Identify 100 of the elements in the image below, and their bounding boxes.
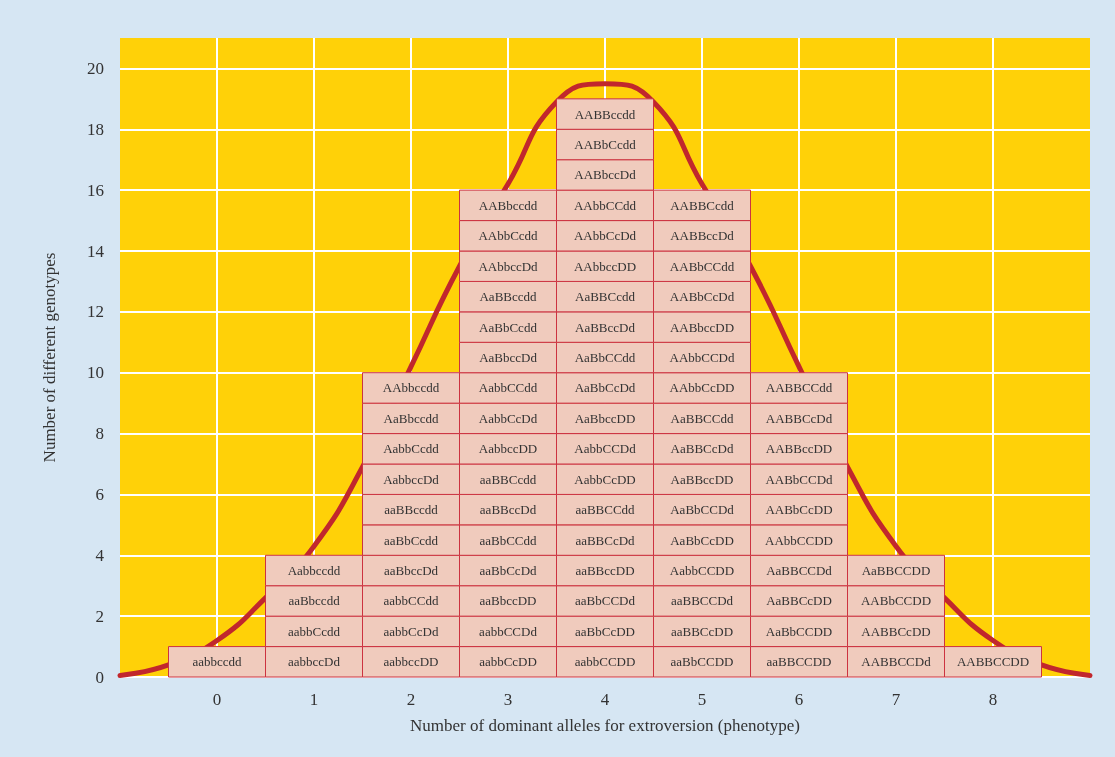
x-tick-label: 7 — [891, 690, 901, 709]
y-tick-label: 16 — [87, 180, 104, 200]
y-tick-label: 4 — [95, 545, 105, 565]
data-label: AaBBCcDd — [670, 441, 734, 457]
data-label: AaBbCcdd — [479, 319, 538, 335]
data-label: AAbbCcDD — [669, 380, 735, 396]
data-label: aabbCCDd — [479, 623, 538, 639]
x-tick-label: 2 — [406, 690, 416, 709]
data-label: aaBbCcDD — [575, 623, 635, 639]
data-label: AABBCcDD — [861, 623, 931, 639]
data-label: AABbCCDd — [765, 471, 834, 487]
data-label: aabbCcdd — [288, 623, 341, 639]
data-label: aaBBCcDD — [670, 623, 734, 639]
data-label: AaBBCCdd — [670, 410, 734, 426]
y-tick-label: 8 — [95, 424, 104, 444]
data-label: AABBCCDd — [861, 654, 932, 670]
y-tick-label: 14 — [87, 241, 105, 261]
data-label: aaBBCCDd — [670, 593, 734, 609]
data-label: aabbccdd — [192, 654, 243, 670]
data-label: AABBccDD — [765, 441, 833, 457]
data-label: AABbccdd — [478, 197, 538, 213]
data-label: aaBbCcdd — [383, 532, 439, 548]
data-label: AAbbccDD — [573, 258, 637, 274]
y-axis-title: Number of different genotypes — [40, 252, 59, 463]
data-label: aaBbCCDD — [670, 654, 734, 670]
data-label: AabbccDD — [478, 441, 538, 457]
data-label: aaBbccDd — [383, 563, 439, 578]
data-label: AABBccdd — [574, 106, 636, 122]
y-tick-label: 6 — [95, 484, 104, 504]
data-label: AABbCcdd — [574, 137, 637, 152]
data-label: AABBCcDd — [765, 410, 833, 426]
y-tick-label: 18 — [87, 119, 104, 139]
data-label: AABbCcDd — [669, 289, 735, 305]
data-label: AabbCcdd — [383, 441, 440, 457]
data-label: aaBBccDD — [575, 563, 635, 578]
data-label: aaBbCCDd — [575, 593, 636, 609]
data-label: aaBBCcdd — [479, 471, 537, 487]
data-label: AABBccDd — [670, 228, 735, 244]
data-label: aaBBccDd — [479, 502, 537, 518]
data-label: AaBBccDD — [670, 471, 734, 487]
data-label: AAbbCcDd — [573, 228, 637, 244]
data-label: AaBbccDD — [574, 410, 636, 426]
data-label: AaBBccdd — [479, 289, 538, 305]
x-tick-label: 8 — [988, 690, 998, 709]
y-tick-label: 12 — [87, 302, 104, 322]
data-label: aabbccDD — [383, 654, 439, 670]
y-tick-label: 2 — [95, 606, 104, 626]
data-label: AaBbCcDd — [574, 380, 636, 396]
data-label: AabbCCDD — [669, 563, 735, 578]
data-label: aaBBCcDd — [575, 532, 636, 548]
data-label: AaBbccDd — [479, 350, 538, 365]
data-label: aabbCcDd — [383, 623, 439, 639]
data-label: AaBbCCdd — [574, 350, 636, 365]
x-tick-label: 4 — [600, 690, 610, 709]
data-label: aaBbCCdd — [479, 532, 538, 548]
x-tick-label: 5 — [697, 690, 707, 709]
data-label: AABBCCdd — [765, 380, 833, 396]
x-tick-label: 6 — [794, 690, 804, 709]
x-tick-label: 0 — [212, 690, 222, 709]
data-label: AABbCCdd — [669, 258, 735, 274]
data-label: AaBbCCDD — [765, 623, 833, 639]
x-axis-title: Number of dominant alleles for extroversion (phenotype) — [410, 716, 800, 735]
data-label: AaBBCcDD — [766, 593, 832, 609]
data-label: aaBbccdd — [288, 593, 341, 609]
data-label: AabbCCdd — [478, 380, 538, 396]
data-label: aabbCCdd — [383, 593, 439, 609]
data-label: AABbCCDD — [860, 593, 932, 609]
data-label: AAbbCcdd — [478, 228, 539, 244]
data-label: AABbccDd — [574, 167, 637, 183]
data-label: Aabbccdd — [287, 563, 341, 578]
data-label: aaBbccDD — [479, 593, 537, 609]
data-label: AABBCCDD — [956, 654, 1030, 670]
data-label: AaBbccdd — [383, 410, 439, 426]
data-label: AabbCcDd — [478, 410, 538, 426]
data-label: AaBbCCDd — [670, 502, 735, 518]
data-label: AaBBCCDd — [766, 563, 833, 578]
data-label: AABbccDD — [669, 319, 735, 335]
data-label: AabbCcDD — [574, 471, 636, 487]
data-label: AAbbCCDd — [669, 350, 735, 365]
x-tick-label: 3 — [503, 690, 513, 709]
data-label: aaBBccdd — [384, 502, 439, 518]
data-label: AAbbCCDD — [765, 532, 833, 548]
y-tick-label: 10 — [87, 363, 104, 383]
y-tick-label: 0 — [95, 667, 104, 687]
data-label: AABBCcdd — [670, 197, 735, 213]
data-label: AabbccDd — [383, 471, 440, 487]
data-label: aaBbCcDd — [479, 563, 538, 578]
x-tick-label: 1 — [309, 690, 319, 709]
data-label: aaBBCCdd — [575, 502, 636, 518]
data-label: AaBBCcdd — [575, 289, 636, 305]
data-label: AaBbCcDD — [670, 532, 734, 548]
data-label: AaBBCCDD — [861, 563, 931, 578]
data-label: AAbbCCdd — [573, 197, 637, 213]
data-label: AabbCCDd — [574, 441, 637, 457]
data-label: AaBBccDd — [575, 319, 636, 335]
data-label: aabbccDd — [288, 654, 341, 670]
data-label: AABbCcDD — [765, 502, 833, 518]
data-label: aabbCCDD — [574, 654, 636, 670]
data-label: aabbCcDD — [479, 654, 537, 670]
data-label: AAbbccdd — [382, 380, 440, 396]
